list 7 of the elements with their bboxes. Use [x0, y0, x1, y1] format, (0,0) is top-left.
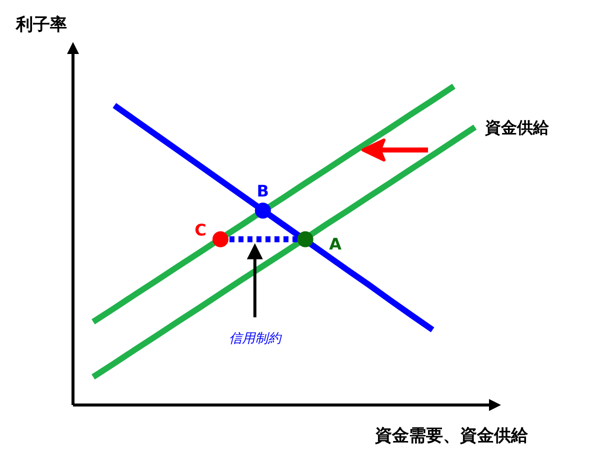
annotation: 信用制約	[228, 331, 282, 346]
series-label: C	[194, 220, 206, 240]
series-label: 資金供給	[484, 118, 550, 138]
y-axis-title: 利子率	[15, 15, 67, 35]
series-label: B	[256, 182, 269, 201]
x-axis-title: 資金需要、資金供給	[374, 426, 529, 446]
series-label: A	[329, 234, 342, 254]
